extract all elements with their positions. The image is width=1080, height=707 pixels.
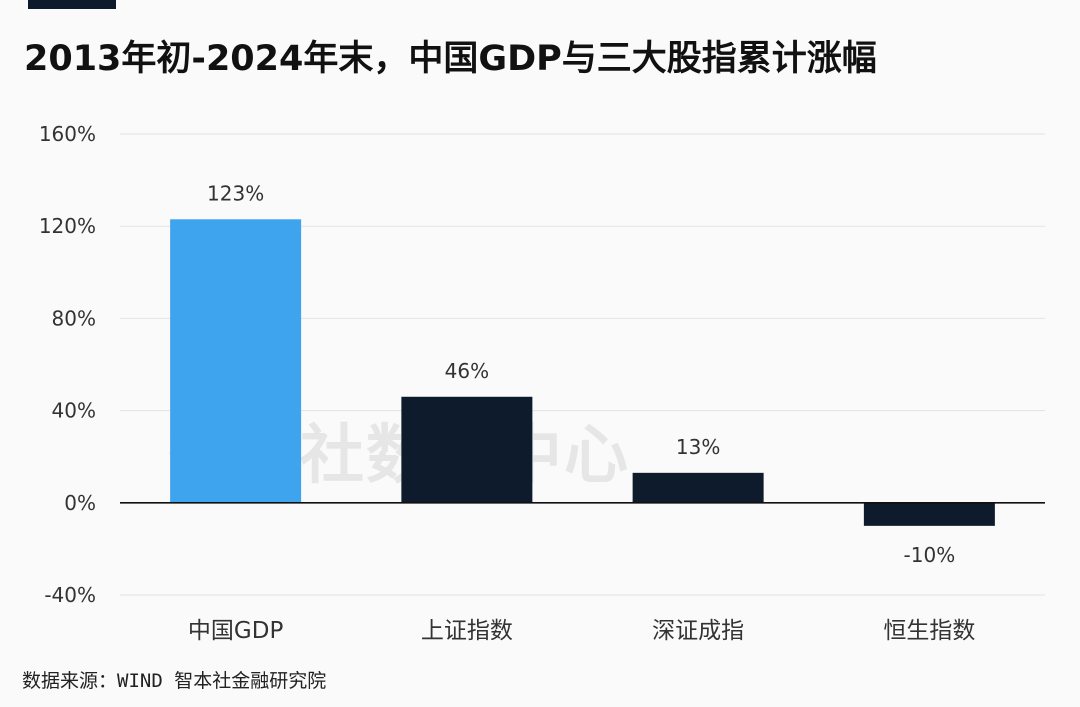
data-label: 13% [676, 435, 720, 459]
source-note: 数据来源：WIND 智本社金融研究院 [22, 670, 327, 692]
x-category-label: 上证指数 [421, 618, 513, 644]
chart-title: 2013年初-2024年末，中国GDP与三大股指累计涨幅 [24, 39, 877, 79]
x-category-label: 深证成指 [652, 618, 744, 644]
bar [401, 396, 533, 503]
y-tick-label: 40% [52, 399, 96, 423]
y-tick-label: 160% [39, 122, 96, 146]
bar [170, 219, 302, 503]
y-axis-tick-labels: 160% 120% 80% 40% 0% -40% [39, 122, 96, 607]
y-tick-label: 80% [52, 306, 96, 330]
y-tick-label: 0% [64, 491, 96, 515]
data-label: 46% [445, 359, 489, 383]
top-accent-bar [28, 0, 116, 9]
x-category-label: 中国GDP [188, 618, 284, 644]
data-label: 123% [207, 181, 264, 205]
x-axis-category-labels: 中国GDP 上证指数 深证成指 恒生指数 [188, 618, 975, 644]
y-tick-label: 120% [39, 214, 96, 238]
bars [170, 219, 995, 526]
x-category-label: 恒生指数 [883, 618, 975, 644]
y-tick-label: -40% [44, 583, 96, 607]
data-labels: 123% 46% 13% -10% [207, 181, 955, 567]
bar [632, 472, 764, 503]
data-label: -10% [904, 543, 956, 567]
bar [863, 502, 995, 526]
